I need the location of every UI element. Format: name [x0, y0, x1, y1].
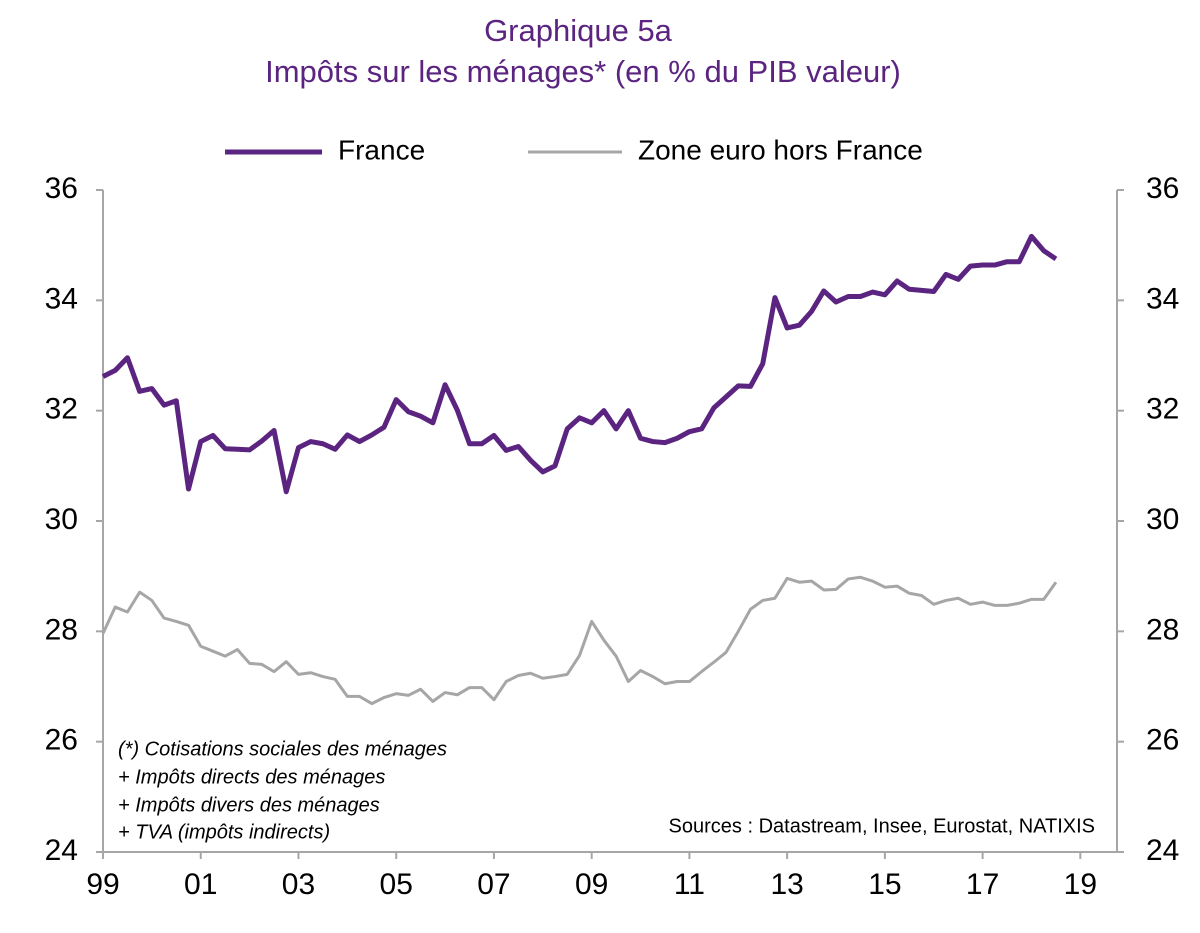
y2-tick-label: 30 — [1146, 503, 1179, 536]
chart-subtitle: Impôts sur les ménages* (en % du PIB val… — [265, 54, 901, 89]
legend-label: Zone euro hors France — [638, 134, 923, 165]
x-tick-label: 15 — [868, 868, 901, 901]
y-tick-label: 24 — [45, 834, 78, 867]
y-tick-label: 28 — [45, 613, 78, 646]
y-tick-label: 32 — [45, 393, 78, 426]
series-line — [101, 575, 1058, 706]
series-line — [101, 233, 1058, 495]
x-tick-label: 01 — [184, 868, 217, 901]
y-tick-label: 30 — [45, 503, 78, 536]
y2-tick-label: 32 — [1146, 393, 1179, 426]
y-tick-label: 26 — [45, 724, 78, 757]
y2-tick-label: 36 — [1146, 172, 1179, 205]
x-tick-label: 05 — [380, 868, 413, 901]
x-tick-label: 17 — [966, 868, 999, 901]
x-tick-label: 13 — [770, 868, 803, 901]
y-tick-label: 34 — [45, 282, 78, 315]
chart-title: Graphique 5a — [484, 13, 673, 48]
y-tick-label: 36 — [45, 172, 78, 205]
legend-label: France — [338, 134, 425, 165]
x-tick-label: 19 — [1064, 868, 1097, 901]
annotation: + TVA (impôts indirects) — [118, 821, 330, 843]
x-tick-label: 07 — [477, 868, 510, 901]
x-tick-label: 03 — [282, 868, 315, 901]
x-tick-label: 11 — [674, 868, 705, 901]
source: Sources : Datastream, Insee, Eurostat, N… — [669, 815, 1095, 837]
x-tick-label: 09 — [575, 868, 608, 901]
y2-tick-label: 24 — [1146, 834, 1179, 867]
annotation: (*) Cotisations sociales des ménages — [118, 738, 447, 760]
y2-tick-label: 34 — [1146, 282, 1179, 315]
y2-tick-label: 26 — [1146, 724, 1179, 757]
annotation: + Impôts directs des ménages — [118, 766, 385, 788]
x-tick-label: 99 — [86, 868, 119, 901]
annotation: + Impôts divers des ménages — [118, 794, 380, 816]
y2-tick-label: 28 — [1146, 613, 1179, 646]
